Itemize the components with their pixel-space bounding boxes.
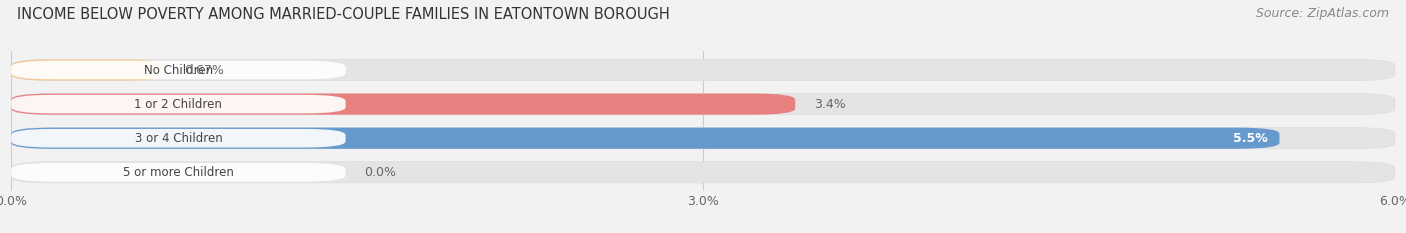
- FancyBboxPatch shape: [11, 59, 1395, 81]
- FancyBboxPatch shape: [11, 95, 346, 113]
- Text: No Children: No Children: [143, 64, 212, 76]
- Text: 0.67%: 0.67%: [184, 64, 224, 76]
- FancyBboxPatch shape: [11, 129, 346, 147]
- FancyBboxPatch shape: [11, 93, 796, 115]
- FancyBboxPatch shape: [11, 59, 166, 81]
- Text: 0.0%: 0.0%: [364, 166, 396, 179]
- FancyBboxPatch shape: [11, 128, 1395, 149]
- Text: 5 or more Children: 5 or more Children: [122, 166, 233, 179]
- FancyBboxPatch shape: [11, 162, 1395, 183]
- FancyBboxPatch shape: [11, 128, 1279, 149]
- FancyBboxPatch shape: [11, 61, 346, 79]
- Text: 5.5%: 5.5%: [1233, 132, 1268, 145]
- FancyBboxPatch shape: [11, 163, 346, 182]
- Text: INCOME BELOW POVERTY AMONG MARRIED-COUPLE FAMILIES IN EATONTOWN BOROUGH: INCOME BELOW POVERTY AMONG MARRIED-COUPL…: [17, 7, 669, 22]
- Text: 3.4%: 3.4%: [814, 98, 845, 111]
- Text: Source: ZipAtlas.com: Source: ZipAtlas.com: [1256, 7, 1389, 20]
- Text: 3 or 4 Children: 3 or 4 Children: [135, 132, 222, 145]
- Text: 1 or 2 Children: 1 or 2 Children: [135, 98, 222, 111]
- FancyBboxPatch shape: [11, 93, 1395, 115]
